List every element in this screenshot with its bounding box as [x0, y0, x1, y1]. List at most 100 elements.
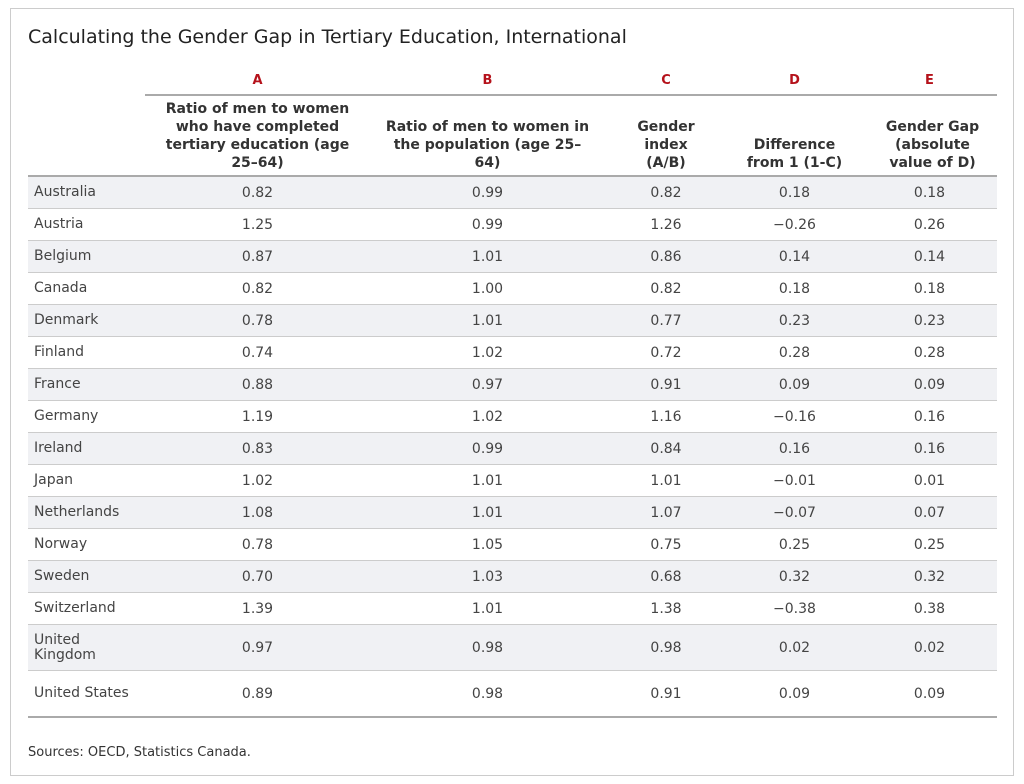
column-header: Gender Gap (absolute value of D)	[862, 95, 997, 177]
table-row: Australia 0.82 0.99 0.82 0.18 0.18	[28, 176, 997, 209]
country-cell: Switzerland	[28, 592, 145, 625]
value-cell: 1.02	[370, 336, 605, 369]
value-cell: 0.18	[862, 176, 997, 209]
value-cell: 0.18	[862, 272, 997, 305]
value-cell: 0.82	[145, 176, 370, 209]
country-cell: Canada	[28, 272, 145, 305]
table-row: Denmark 0.78 1.01 0.77 0.23 0.23	[28, 304, 997, 337]
value-cell: 1.38	[605, 592, 727, 625]
table-row: Norway 0.78 1.05 0.75 0.25 0.25	[28, 528, 997, 561]
column-header: Ratio of men to women in the population …	[370, 95, 605, 177]
value-cell: 1.01	[370, 240, 605, 273]
value-cell: 1.05	[370, 528, 605, 561]
value-cell: 0.28	[727, 336, 862, 369]
gender-gap-table: A B C D E Ratio of men to women who have…	[28, 68, 997, 718]
country-cell: Germany	[28, 400, 145, 433]
value-cell: 1.02	[370, 400, 605, 433]
value-cell: 0.07	[862, 496, 997, 529]
country-cell: Norway	[28, 528, 145, 561]
value-cell: 0.84	[605, 432, 727, 465]
value-cell: 0.77	[605, 304, 727, 337]
value-cell: 1.01	[370, 496, 605, 529]
value-cell: 0.16	[862, 432, 997, 465]
value-cell: 0.98	[370, 624, 605, 671]
column-header: Gender index (A/B)	[605, 95, 727, 177]
column-letters-row: A B C D E	[28, 68, 997, 96]
value-cell: −0.26	[727, 208, 862, 241]
value-cell: −0.16	[727, 400, 862, 433]
value-cell: 0.91	[605, 368, 727, 401]
value-cell: 0.82	[145, 272, 370, 305]
value-cell: 0.98	[605, 624, 727, 671]
value-cell: 1.19	[145, 400, 370, 433]
table-row: Sweden 0.70 1.03 0.68 0.32 0.32	[28, 560, 997, 593]
value-cell: 0.32	[727, 560, 862, 593]
table-row: Switzerland 1.39 1.01 1.38 −0.38 0.38	[28, 592, 997, 625]
column-letter: B	[370, 68, 605, 96]
country-cell: Austria	[28, 208, 145, 241]
country-cell: United States	[28, 670, 145, 718]
value-cell: 1.08	[145, 496, 370, 529]
country-cell: Australia	[28, 176, 145, 209]
value-cell: 0.89	[145, 670, 370, 718]
value-cell: 0.02	[862, 624, 997, 671]
value-cell: 0.83	[145, 432, 370, 465]
column-header: Ratio of men to women who have completed…	[145, 95, 370, 177]
column-header-row: Ratio of men to women who have completed…	[28, 95, 997, 177]
value-cell: 0.87	[145, 240, 370, 273]
value-cell: −0.01	[727, 464, 862, 497]
value-cell: 0.09	[727, 670, 862, 718]
table-row: Germany 1.19 1.02 1.16 −0.16 0.16	[28, 400, 997, 433]
value-cell: 1.03	[370, 560, 605, 593]
table-row: Austria 1.25 0.99 1.26 −0.26 0.26	[28, 208, 997, 241]
value-cell: 0.75	[605, 528, 727, 561]
value-cell: 0.97	[145, 624, 370, 671]
country-cell: Sweden	[28, 560, 145, 593]
table-row: Japan 1.02 1.01 1.01 −0.01 0.01	[28, 464, 997, 497]
country-cell: Denmark	[28, 304, 145, 337]
value-cell: 0.91	[605, 670, 727, 718]
column-header: Difference from 1 (1-C)	[727, 95, 862, 177]
table-row: United States 0.89 0.98 0.91 0.09 0.09	[28, 670, 997, 718]
value-cell: 0.97	[370, 368, 605, 401]
value-cell: 0.28	[862, 336, 997, 369]
value-cell: 0.26	[862, 208, 997, 241]
value-cell: 0.02	[727, 624, 862, 671]
value-cell: 0.18	[727, 272, 862, 305]
value-cell: 0.16	[727, 432, 862, 465]
column-letter: A	[145, 68, 370, 96]
country-cell: France	[28, 368, 145, 401]
value-cell: 0.14	[862, 240, 997, 273]
value-cell: 1.16	[605, 400, 727, 433]
value-cell: 1.01	[605, 464, 727, 497]
country-cell: Belgium	[28, 240, 145, 273]
country-cell: Japan	[28, 464, 145, 497]
value-cell: 0.82	[605, 272, 727, 305]
value-cell: 0.99	[370, 176, 605, 209]
value-cell: 0.09	[862, 368, 997, 401]
country-cell: Netherlands	[28, 496, 145, 529]
value-cell: 1.01	[370, 592, 605, 625]
value-cell: 0.01	[862, 464, 997, 497]
value-cell: 0.23	[727, 304, 862, 337]
value-cell: 0.32	[862, 560, 997, 593]
value-cell: −0.07	[727, 496, 862, 529]
value-cell: 0.25	[862, 528, 997, 561]
value-cell: 0.99	[370, 432, 605, 465]
value-cell: 0.86	[605, 240, 727, 273]
country-cell: Finland	[28, 336, 145, 369]
column-letter: C	[605, 68, 727, 96]
country-cell: United Kingdom	[28, 624, 145, 671]
source-note: Sources: OECD, Statistics Canada.	[28, 745, 251, 760]
value-cell: 0.68	[605, 560, 727, 593]
figure-frame	[10, 8, 1014, 776]
value-cell: 1.00	[370, 272, 605, 305]
table-title: Calculating the Gender Gap in Tertiary E…	[28, 26, 627, 48]
column-letter: D	[727, 68, 862, 96]
value-cell: 0.18	[727, 176, 862, 209]
column-letter: E	[862, 68, 997, 96]
value-cell: 1.01	[370, 464, 605, 497]
value-cell: 1.25	[145, 208, 370, 241]
value-cell: 0.98	[370, 670, 605, 718]
value-cell: 0.09	[862, 670, 997, 718]
